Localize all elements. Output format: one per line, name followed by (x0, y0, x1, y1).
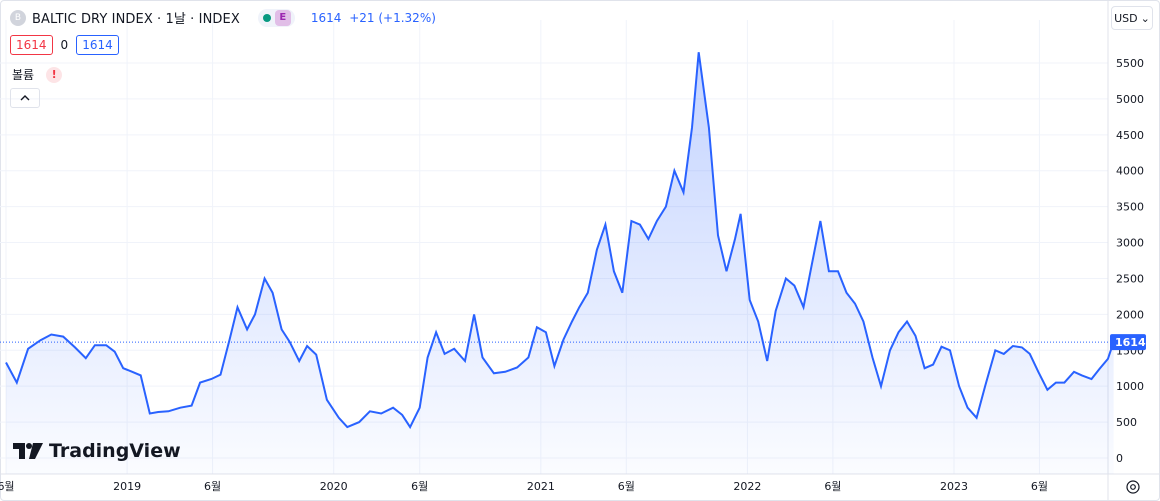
y-tick-label: 4500 (1116, 129, 1144, 142)
x-tick-label: 6월 (618, 480, 635, 493)
currency-label: USD (1114, 11, 1138, 25)
collapse-legend-button[interactable] (10, 88, 40, 108)
x-tick-label: 2020 (320, 480, 348, 493)
x-tick-label: 6월 (1031, 480, 1048, 493)
market-open-icon (262, 13, 271, 22)
last-price: 1614 (310, 10, 342, 25)
warning-icon[interactable]: ! (46, 66, 63, 83)
tradingview-logo-icon (13, 443, 43, 459)
sell-price-box[interactable]: 1614 (10, 35, 53, 55)
y-tick-label: 500 (1116, 416, 1137, 429)
chart-grid (0, 20, 1108, 474)
price-info: 1614 +21 (+1.32%) (311, 11, 440, 25)
y-tick-label: 1000 (1116, 380, 1144, 393)
x-tick-label: 2023 (940, 480, 968, 493)
price-change: +21 (+1.32%) (349, 10, 436, 25)
gear-icon[interactable] (1124, 478, 1142, 496)
ohlc-row: 1614 0 1614 (10, 35, 119, 55)
y-tick-label: 5000 (1116, 93, 1144, 106)
symbol-title[interactable]: BALTIC DRY INDEX · 1날 · INDEX (32, 12, 240, 27)
x-tick-label: 2021 (527, 480, 555, 493)
y-tick-label: 4000 (1116, 165, 1144, 178)
x-tick-label: 6월 (204, 480, 221, 493)
symbol-header: B BALTIC DRY INDEX · 1날 · INDEX E 1614 +… (10, 8, 440, 27)
chevron-up-icon (20, 95, 30, 101)
x-tick-label: 6월 (411, 480, 428, 493)
x-tick-label: 2022 (733, 480, 761, 493)
symbol-logo-icon: B (10, 9, 26, 26)
time-axis: 6월 2019 6월 2020 6월 2021 6월 2022 6월 2023 6월 (0, 473, 1160, 493)
y-tick-label: 2000 (1116, 308, 1144, 321)
price-area (6, 52, 1114, 474)
x-tick-label: 6월 (824, 480, 841, 493)
earnings-badge: E (274, 9, 291, 26)
y-tick-label: 2500 (1116, 272, 1144, 285)
chevron-down-icon: ⌄ (1140, 11, 1150, 25)
price-line (5, 52, 1115, 430)
logo-text: TradingView (49, 440, 181, 462)
buy-price-box[interactable]: 1614 (76, 35, 119, 55)
y-tick-label: 0 (1116, 452, 1123, 465)
spread-value: 0 (60, 38, 69, 52)
y-tick-label: 3500 (1116, 201, 1144, 214)
y-tick-label: 5500 (1116, 57, 1144, 70)
x-tick-label: 6월 (0, 480, 15, 493)
last-price-label-text: 1614 (1115, 336, 1146, 349)
volume-label[interactable]: 볼륨 (12, 68, 35, 82)
market-status-pill[interactable]: E (257, 8, 295, 27)
last-price-label: 1614 (1110, 334, 1146, 351)
y-tick-label: 3000 (1116, 237, 1144, 250)
currency-selector[interactable]: USD ⌄ (1111, 6, 1153, 30)
volume-legend: 볼륨 ! (12, 66, 63, 83)
x-tick-label: 2019 (113, 480, 141, 493)
tradingview-logo[interactable]: TradingView (13, 440, 181, 462)
